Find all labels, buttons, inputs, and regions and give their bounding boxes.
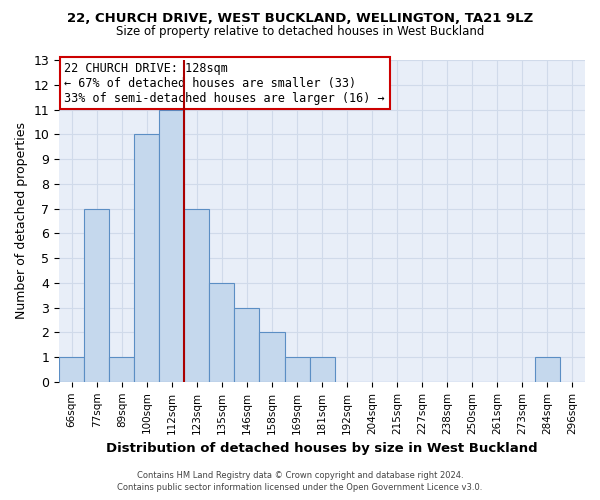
Bar <box>535 357 560 382</box>
Bar <box>310 357 335 382</box>
Bar <box>134 134 160 382</box>
Bar <box>235 308 259 382</box>
Text: Size of property relative to detached houses in West Buckland: Size of property relative to detached ho… <box>116 25 484 38</box>
Text: 22, CHURCH DRIVE, WEST BUCKLAND, WELLINGTON, TA21 9LZ: 22, CHURCH DRIVE, WEST BUCKLAND, WELLING… <box>67 12 533 26</box>
Bar <box>259 332 284 382</box>
Bar <box>109 357 134 382</box>
Bar <box>59 357 84 382</box>
Bar <box>160 110 184 382</box>
Bar <box>184 208 209 382</box>
Bar <box>209 283 235 382</box>
Text: 22 CHURCH DRIVE: 128sqm
← 67% of detached houses are smaller (33)
33% of semi-de: 22 CHURCH DRIVE: 128sqm ← 67% of detache… <box>64 62 385 104</box>
Y-axis label: Number of detached properties: Number of detached properties <box>15 122 28 320</box>
Bar <box>84 208 109 382</box>
Text: Contains HM Land Registry data © Crown copyright and database right 2024.
Contai: Contains HM Land Registry data © Crown c… <box>118 471 482 492</box>
Bar <box>284 357 310 382</box>
X-axis label: Distribution of detached houses by size in West Buckland: Distribution of detached houses by size … <box>106 442 538 455</box>
